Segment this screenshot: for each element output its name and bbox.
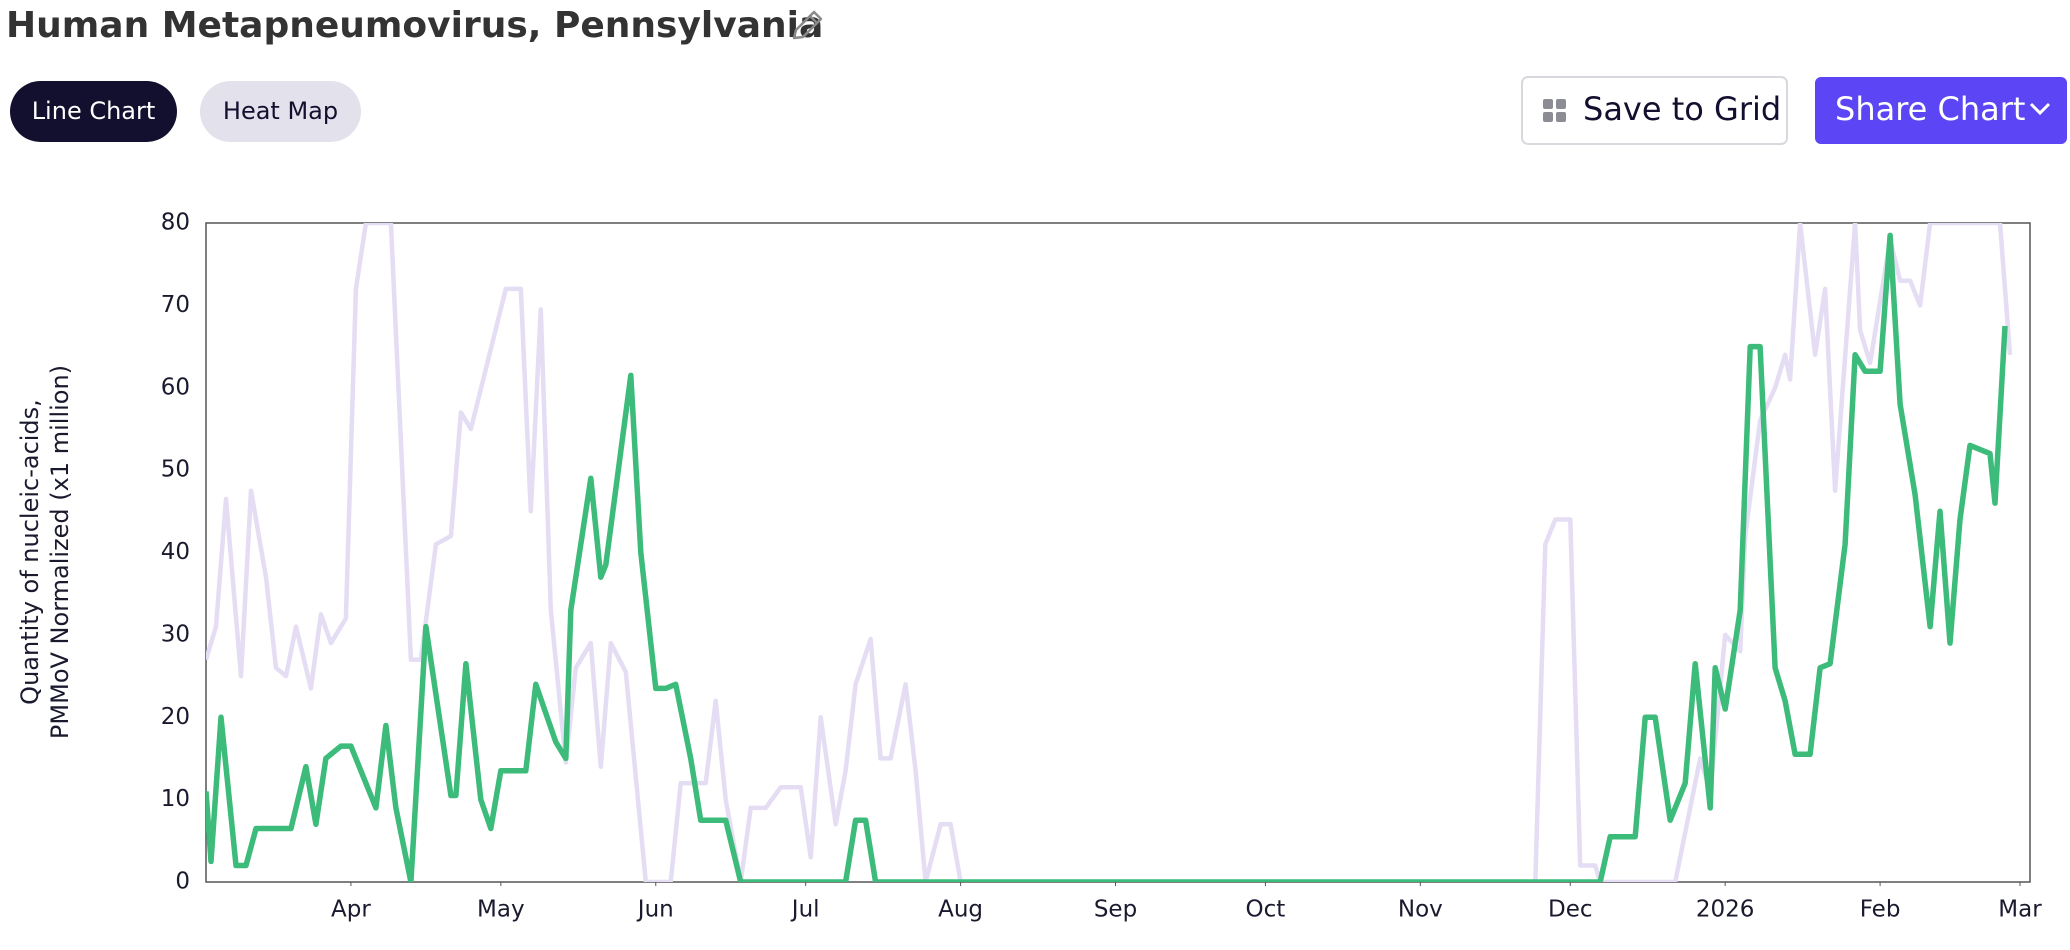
y-axis-title-line: Quantity of nucleic-acids, (16, 399, 44, 705)
x-tick-label: Oct (1246, 897, 1286, 923)
x-tick-label: Apr (331, 897, 371, 923)
button-bg (1521, 76, 1788, 145)
y-tick-label: 0 (175, 869, 190, 895)
y-tick-label: 40 (161, 539, 190, 565)
chevron (2029, 102, 2051, 116)
y-tick-label: 80 (161, 210, 190, 236)
x-tick-label: Nov (1398, 897, 1443, 923)
series-line (206, 232, 2008, 882)
edit-icon[interactable] (792, 10, 823, 40)
y-tick-label: 10 (161, 786, 190, 812)
button-label: Share Chart (1835, 90, 2025, 128)
x-tick-label: Jun (636, 897, 674, 923)
save-to-grid-button[interactable]: Save to Grid (1521, 76, 1788, 145)
grid-icon (1543, 99, 1566, 122)
y-tick-label: 30 (161, 621, 190, 647)
series-line (206, 223, 2013, 882)
y-tick-label: 50 (161, 457, 190, 483)
x-tick-label: Jul (790, 897, 820, 923)
tab-bg (200, 81, 361, 142)
share-chart-button[interactable]: Share Chart (1815, 77, 2067, 144)
y-tick-label: 20 (161, 704, 190, 730)
x-tick-label: 2026 (1696, 897, 1755, 923)
x-tick-label: Aug (938, 897, 983, 923)
y-tick-label: 70 (161, 292, 190, 318)
x-tick-label: Feb (1860, 897, 1901, 923)
tab-heat-map[interactable]: Heat Map (200, 81, 361, 142)
x-tick-label: May (477, 897, 525, 923)
x-tick-label: Sep (1094, 897, 1137, 923)
tab-label: Heat Map (223, 97, 338, 125)
button-label: Save to Grid (1583, 90, 1781, 128)
pencil (792, 10, 823, 40)
y-axis-title-line: PMMoV Normalized (x1 million) (46, 365, 74, 739)
x-tick-label: Mar (1998, 897, 2042, 923)
tab-label: Line Chart (32, 97, 156, 125)
y-tick-label: 60 (161, 374, 190, 400)
y-axis-title: Quantity of nucleic-acids, PMMoV Normali… (16, 365, 74, 739)
x-tick-label: Dec (1548, 897, 1593, 923)
tab-line-chart[interactable]: Line Chart (10, 81, 177, 142)
series-layer (206, 223, 2013, 882)
page-title: Human Metapneumovirus, Pennsylvania (6, 5, 823, 46)
button-bg (1815, 77, 2067, 144)
tab-bg (10, 81, 177, 142)
